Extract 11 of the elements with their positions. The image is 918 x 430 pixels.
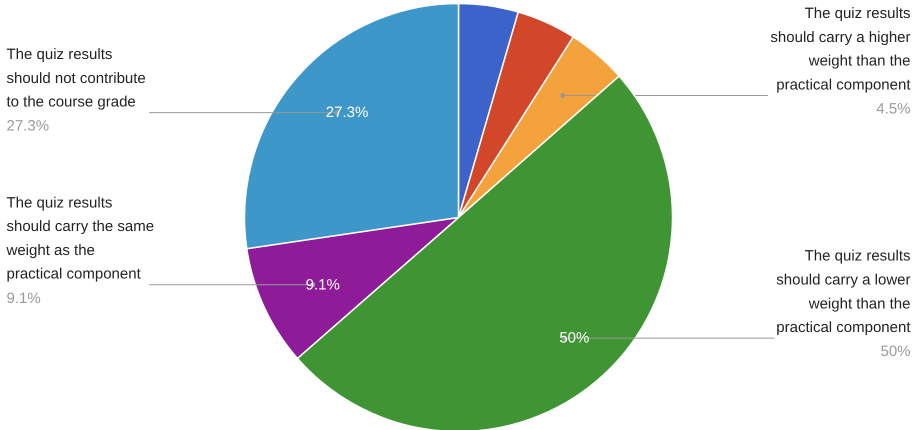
slice-label: The quiz results should not contribute to the course grade — [6, 46, 146, 111]
slice-label: The quiz results should carry the same weight as the practical component — [6, 194, 154, 283]
data-label: 9.1% — [306, 276, 340, 294]
slice-label: The quiz results should carry a lower weight than the practical component — [776, 248, 912, 336]
text: 27.3% — [6, 118, 50, 135]
data-label: 27.3% — [326, 104, 368, 122]
data-label: 4.5% — [876, 100, 911, 118]
text: 50% — [880, 343, 911, 360]
slice-label: The quiz results should carry a higher weight than the practical component — [770, 5, 912, 94]
text: 9.1% — [6, 290, 41, 307]
data-label: 50% — [559, 330, 590, 347]
